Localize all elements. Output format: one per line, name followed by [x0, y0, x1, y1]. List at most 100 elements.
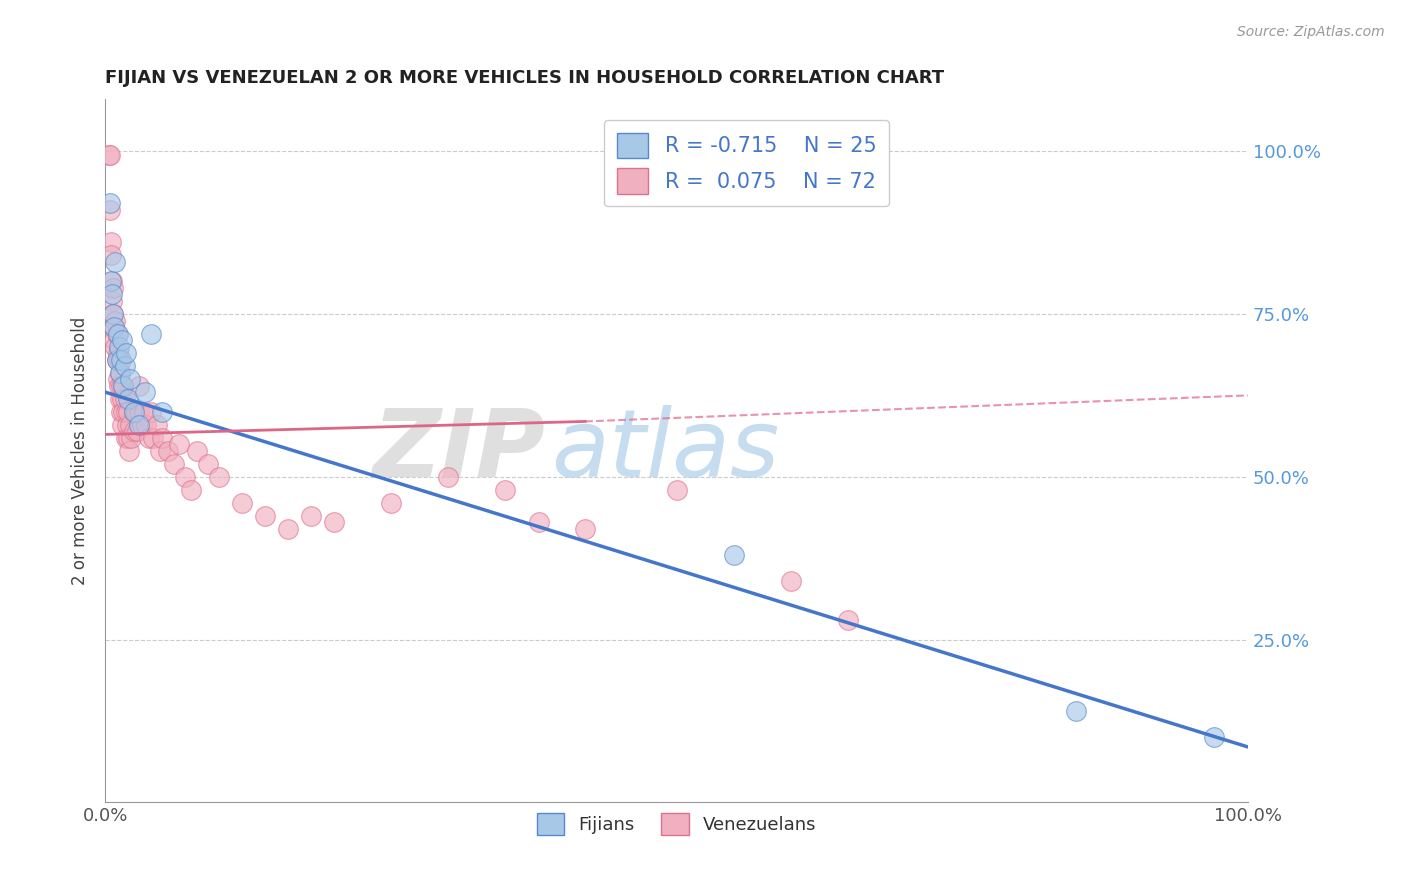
Point: [150, 431, 173, 445]
Point: [128, 378, 150, 392]
Y-axis label: 2 or more Vehicles in Household: 2 or more Vehicles in Household: [72, 317, 89, 585]
Point: [108, 378, 131, 392]
Point: [114, 405, 136, 419]
Point: [125, 405, 148, 419]
Point: [174, 469, 197, 483]
Point: [103, 320, 125, 334]
Point: [131, 417, 153, 432]
Point: [101, 287, 124, 301]
Point: [139, 405, 162, 419]
Point: [157, 443, 180, 458]
Point: [1202, 730, 1225, 744]
Point: [103, 333, 125, 347]
Point: [494, 483, 516, 497]
Point: [139, 326, 162, 341]
Point: [118, 443, 141, 458]
Point: [100, 248, 122, 262]
Point: [108, 392, 131, 406]
Point: [574, 522, 596, 536]
Point: [107, 326, 129, 341]
Point: [108, 366, 131, 380]
Point: [104, 255, 127, 269]
Point: [197, 457, 219, 471]
Point: [208, 469, 231, 483]
Point: [110, 378, 132, 392]
Text: atlas: atlas: [551, 405, 779, 496]
Point: [120, 417, 142, 432]
Point: [134, 385, 156, 400]
Point: [665, 483, 688, 497]
Point: [117, 405, 139, 419]
Point: [138, 431, 160, 445]
Point: [115, 417, 138, 432]
Point: [105, 352, 128, 367]
Point: [180, 483, 202, 497]
Point: [1066, 704, 1088, 718]
Point: [105, 326, 128, 341]
Point: [254, 508, 277, 523]
Point: [98, 196, 121, 211]
Point: [101, 293, 124, 308]
Point: [169, 437, 191, 451]
Point: [112, 378, 135, 392]
Point: [299, 508, 322, 523]
Point: [108, 340, 131, 354]
Point: [100, 275, 122, 289]
Point: [120, 372, 142, 386]
Point: [127, 424, 149, 438]
Point: [100, 235, 122, 250]
Point: [128, 405, 150, 419]
Point: [135, 417, 157, 432]
Point: [104, 340, 127, 354]
Point: [128, 417, 150, 432]
Point: [150, 405, 173, 419]
Point: [108, 366, 131, 380]
Point: [142, 431, 165, 445]
Text: Source: ZipAtlas.com: Source: ZipAtlas.com: [1237, 25, 1385, 39]
Point: [114, 392, 136, 406]
Point: [231, 496, 253, 510]
Point: [723, 548, 745, 562]
Point: [110, 405, 132, 419]
Point: [114, 346, 136, 360]
Point: [103, 307, 125, 321]
Point: [149, 443, 172, 458]
Point: [122, 405, 145, 419]
Point: [779, 574, 801, 588]
Point: [103, 320, 125, 334]
Point: [107, 372, 129, 386]
Point: [163, 457, 186, 471]
Point: [103, 281, 125, 295]
Point: [121, 431, 143, 445]
Point: [122, 405, 145, 419]
Point: [114, 359, 136, 373]
Point: [104, 313, 127, 327]
Point: [98, 147, 121, 161]
Point: [437, 469, 460, 483]
Point: [122, 424, 145, 438]
Point: [110, 352, 132, 367]
Point: [117, 392, 139, 406]
Point: [380, 496, 402, 510]
Point: [105, 352, 128, 367]
Point: [101, 275, 124, 289]
Text: ZIP: ZIP: [373, 405, 546, 497]
Point: [322, 516, 344, 530]
Text: FIJIAN VS VENEZUELAN 2 OR MORE VEHICLES IN HOUSEHOLD CORRELATION CHART: FIJIAN VS VENEZUELAN 2 OR MORE VEHICLES …: [105, 69, 945, 87]
Point: [132, 405, 155, 419]
Point: [837, 613, 859, 627]
Point: [529, 516, 551, 530]
Legend: Fijians, Venezuelans: Fijians, Venezuelans: [529, 806, 824, 842]
Point: [107, 346, 129, 360]
Point: [97, 147, 120, 161]
Point: [112, 378, 135, 392]
Point: [145, 417, 167, 432]
Point: [114, 431, 136, 445]
Point: [108, 352, 131, 367]
Point: [111, 417, 134, 432]
Point: [186, 443, 208, 458]
Point: [277, 522, 299, 536]
Point: [98, 202, 121, 217]
Point: [117, 431, 139, 445]
Point: [111, 333, 134, 347]
